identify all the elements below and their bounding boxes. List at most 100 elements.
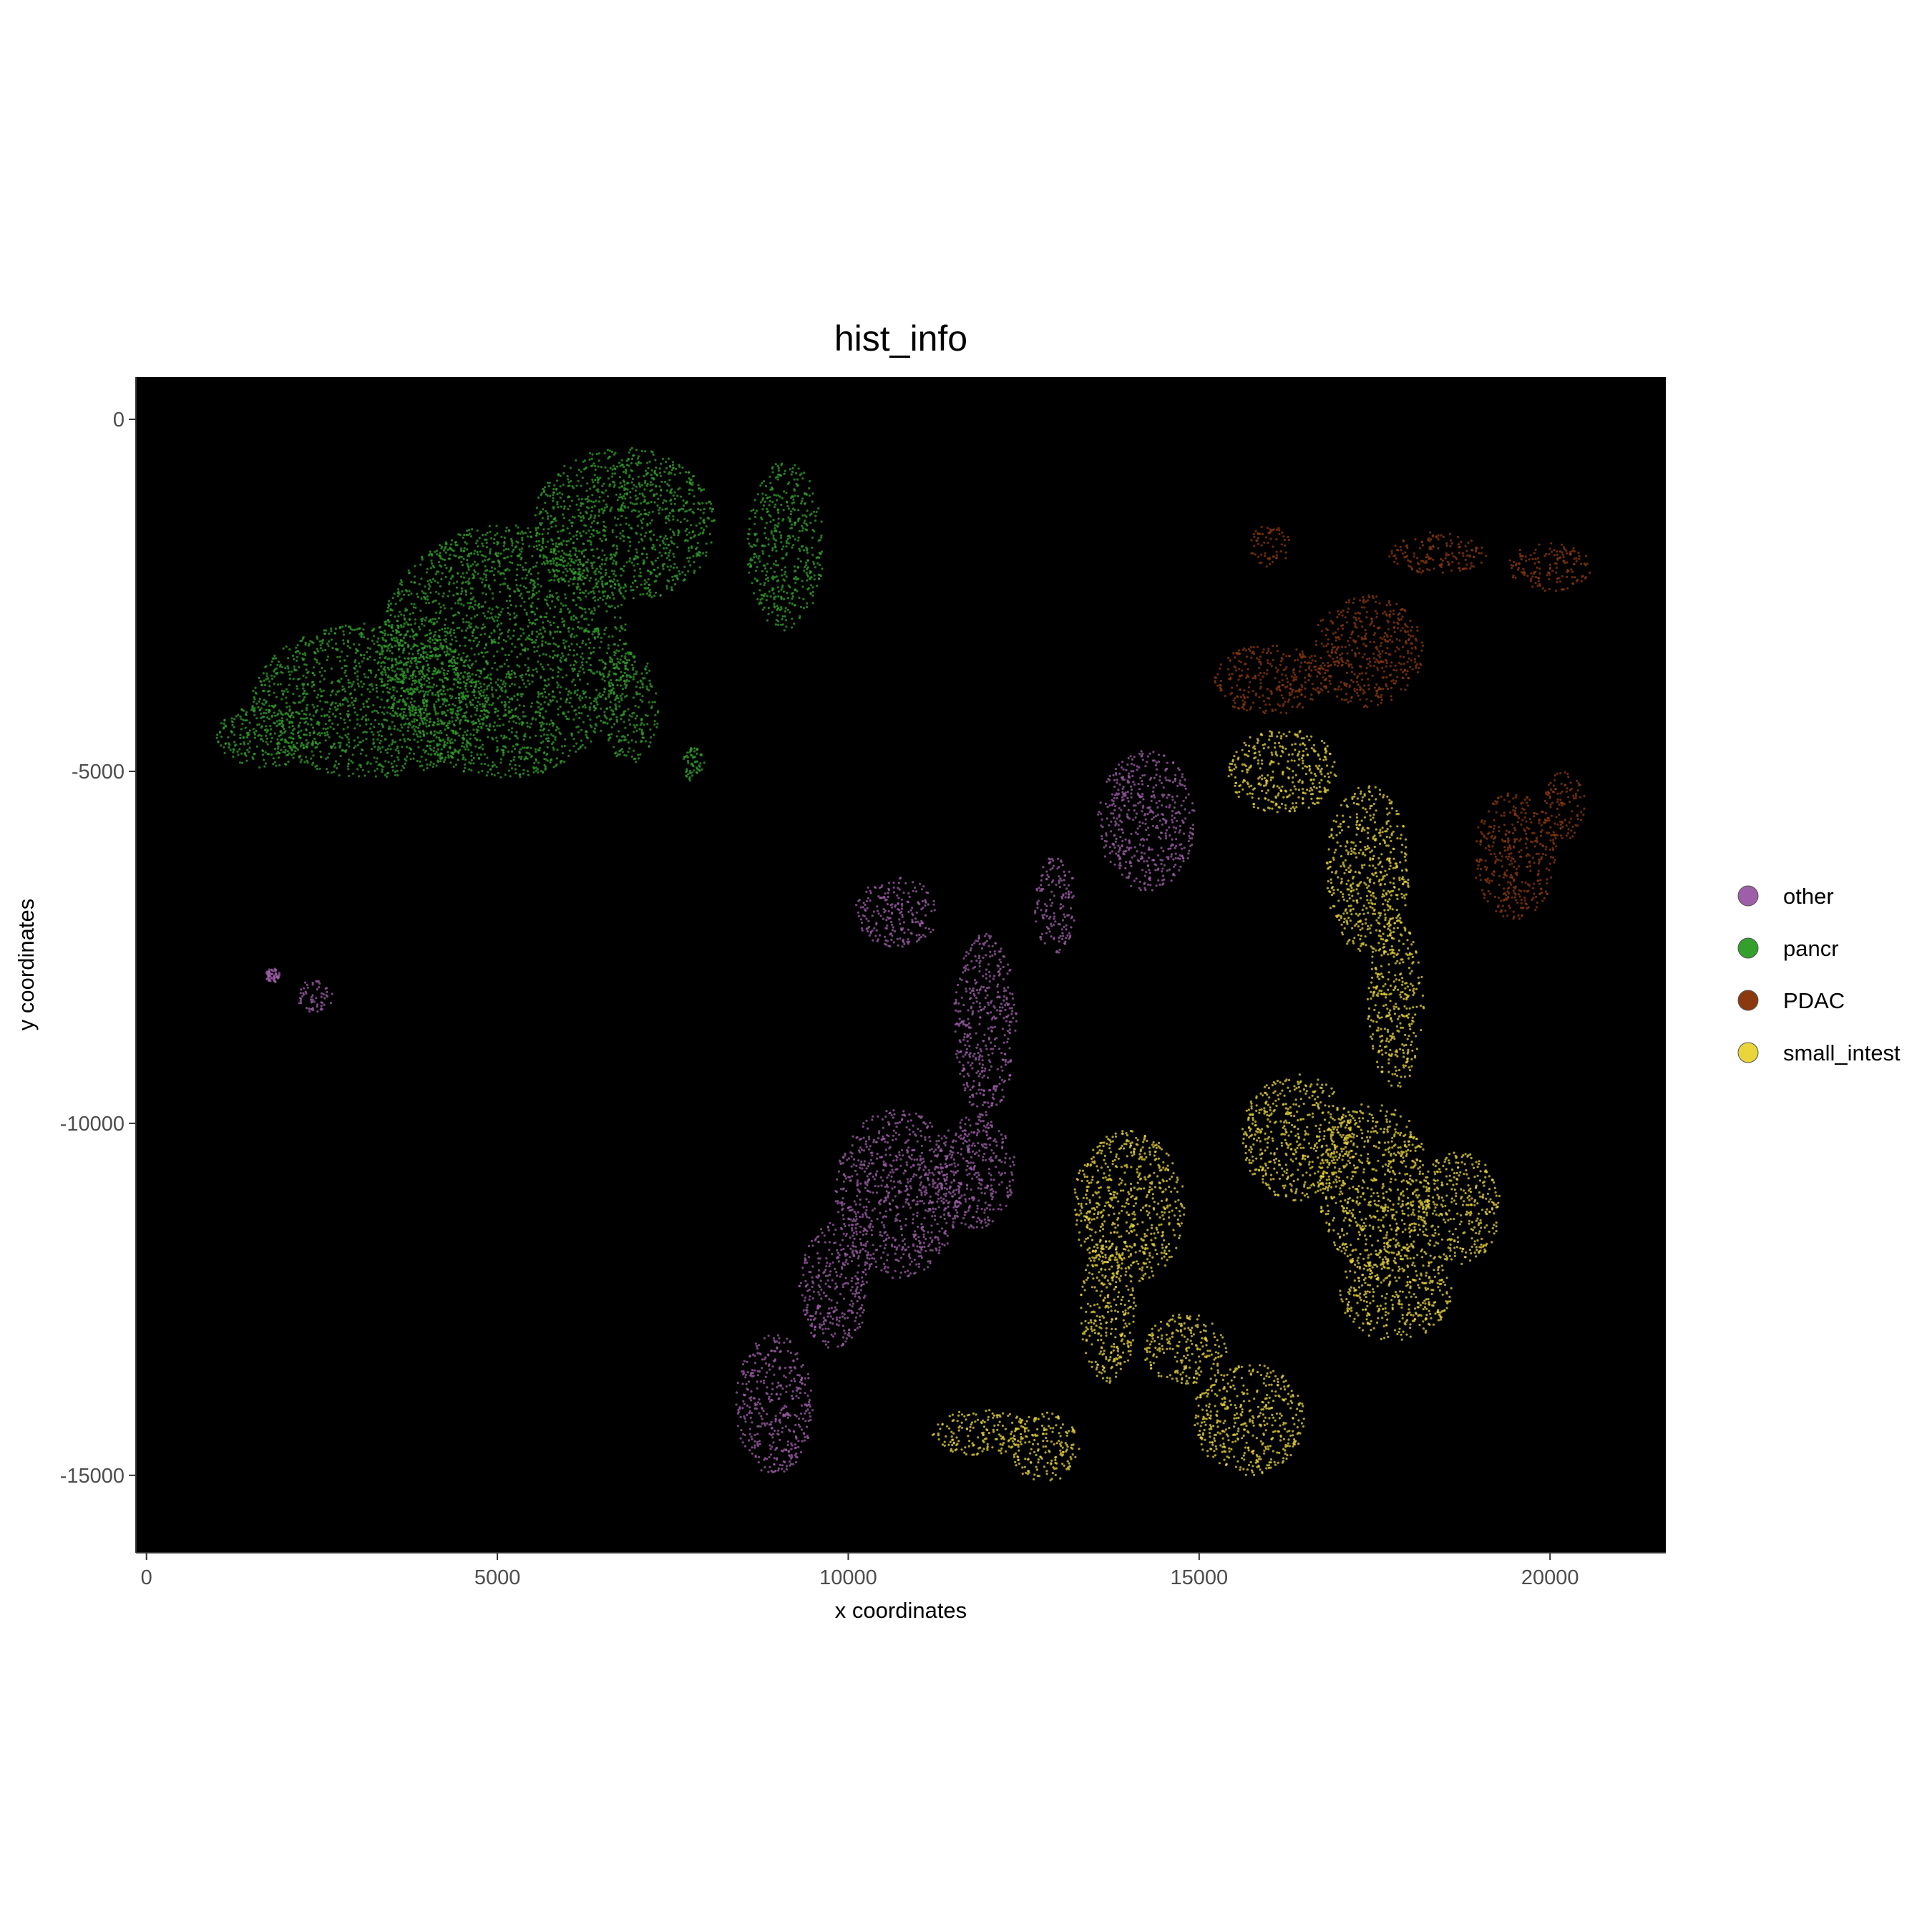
cell-point (1178, 769, 1181, 771)
cell-point (369, 683, 371, 687)
cell-point (965, 967, 967, 970)
cell-point (467, 696, 469, 698)
cell-point (845, 1337, 848, 1340)
cell-point (1180, 804, 1183, 807)
cell-point (400, 715, 403, 718)
cell-point (910, 1187, 913, 1190)
cell-point (1156, 806, 1159, 809)
cell-point (1170, 855, 1173, 858)
cell-point (863, 1170, 866, 1173)
cell-point (901, 1118, 904, 1121)
cell-point (1147, 848, 1150, 851)
cell-point (894, 1252, 897, 1255)
cell-point (963, 1089, 966, 1092)
cell-point (976, 1207, 979, 1210)
cell-point (448, 720, 451, 723)
cell-point (309, 718, 312, 721)
cell-point (884, 1140, 887, 1143)
cell-point (891, 1187, 894, 1190)
cell-point (902, 1265, 905, 1268)
cell-point (1013, 1156, 1015, 1158)
cell-point (856, 1136, 859, 1138)
cell-point (1148, 869, 1151, 872)
cell-point (1013, 1163, 1015, 1166)
cell-point (270, 715, 273, 718)
cell-point (819, 1257, 821, 1260)
cell-point (932, 899, 935, 902)
cell-point (741, 1441, 744, 1444)
cell-point (502, 680, 505, 683)
cell-point (955, 1199, 958, 1202)
cell-point (293, 668, 296, 670)
cell-point (483, 688, 486, 691)
cell-point (874, 1260, 877, 1263)
cell-point (813, 1328, 816, 1331)
cell-point (1130, 770, 1133, 773)
cell-point (834, 1241, 836, 1244)
cell-point (462, 741, 464, 744)
cell-point (791, 1395, 794, 1397)
cell-point (894, 905, 897, 908)
cell-point (1166, 796, 1169, 799)
cell-point (452, 683, 456, 686)
cell-point (995, 1037, 998, 1040)
cell-point (367, 706, 370, 708)
cell-point (1146, 761, 1148, 763)
cell-point (273, 654, 276, 658)
cell-point (792, 1359, 795, 1362)
cell-point (977, 957, 980, 960)
cell-point (615, 705, 618, 708)
cell-point (388, 744, 391, 747)
cell-point (1144, 822, 1147, 825)
cell-point (372, 742, 375, 745)
cell-point (972, 1055, 975, 1058)
cell-point (852, 1163, 855, 1166)
cell-point (990, 1156, 992, 1159)
cell-point (373, 643, 376, 645)
cell-point (347, 681, 350, 684)
cell-point (957, 1151, 960, 1154)
cell-point (889, 917, 892, 919)
cell-point (785, 1468, 788, 1471)
cell-point (1101, 837, 1103, 840)
cell-point (763, 1466, 766, 1469)
cell-point (360, 654, 363, 657)
cell-point (1186, 857, 1189, 860)
cell-point (781, 1427, 784, 1430)
cell-point (1137, 802, 1140, 805)
cell-point (313, 689, 316, 692)
cell-point (295, 646, 298, 649)
cell-point (479, 682, 482, 685)
cell-point (899, 927, 902, 930)
cell-point (934, 1154, 937, 1157)
cell-point (890, 906, 894, 909)
cell-point (776, 1334, 779, 1337)
cell-point (920, 1151, 923, 1154)
cell-point (497, 697, 499, 700)
cell-point (841, 1285, 844, 1289)
cell-point (265, 971, 268, 974)
cell-point (328, 711, 331, 713)
cell-point (810, 1324, 814, 1327)
cell-point (504, 577, 507, 580)
cell-point (943, 1209, 946, 1211)
cell-point (910, 1158, 913, 1161)
cell-point (762, 1379, 766, 1382)
cell-point (944, 1144, 947, 1147)
cell-point (1141, 783, 1144, 786)
cell-point (1138, 766, 1141, 769)
cell-point (522, 711, 525, 713)
cell-point (1004, 1135, 1007, 1138)
cell-point (902, 940, 905, 944)
cell-point (784, 1405, 786, 1407)
cell-point (841, 1267, 844, 1270)
cell-point (857, 914, 860, 918)
cell-point (323, 678, 326, 680)
cell-point (1128, 872, 1131, 875)
cell-point (386, 751, 389, 754)
cell-point (975, 981, 978, 984)
cell-point (301, 995, 304, 997)
cell-point (766, 1386, 769, 1389)
cell-point (1129, 785, 1133, 788)
cell-point (998, 1006, 1001, 1009)
